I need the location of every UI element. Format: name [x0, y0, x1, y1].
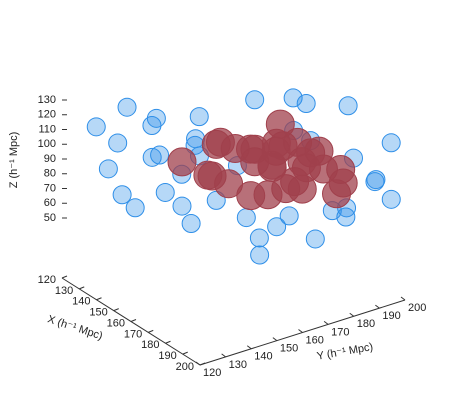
point: [150, 145, 170, 165]
z-tick-label: 130: [38, 94, 56, 106]
y-tick: [298, 329, 303, 333]
point: [220, 134, 250, 163]
point: [267, 217, 287, 237]
y-axis-label: Y (h⁻¹ Mpc): [316, 341, 374, 363]
x-tick: [61, 275, 68, 279]
point: [112, 185, 132, 205]
y-tick: [349, 312, 355, 317]
x-tick: [165, 340, 171, 344]
point: [117, 97, 137, 117]
y-tick-label: 180: [357, 318, 375, 330]
z-tick-label: 70: [44, 182, 56, 194]
point: [172, 196, 192, 216]
x-tick-label: 130: [55, 285, 73, 297]
y-tick-label: 140: [254, 351, 272, 363]
point: [155, 182, 175, 202]
z-tick-label: 80: [44, 168, 56, 180]
x-tick-label: 180: [141, 339, 159, 351]
x-tick-label: 140: [72, 296, 90, 308]
y-tick-label: 120: [203, 367, 221, 379]
y-tick: [375, 304, 380, 309]
z-tick-label: 60: [44, 197, 56, 209]
y-tick: [400, 296, 406, 301]
point: [98, 159, 118, 179]
x-tick-label: 190: [158, 350, 176, 362]
x-tick: [130, 319, 137, 322]
y-tick-label: 130: [229, 359, 247, 371]
z-axis-label: Z (h⁻¹ Mpc): [8, 132, 20, 189]
point: [214, 169, 244, 199]
x-tick: [148, 329, 154, 333]
point: [305, 229, 325, 249]
point: [381, 133, 401, 153]
x-tick-label: 150: [89, 307, 107, 319]
z-tick-label: 50: [44, 212, 56, 224]
y-tick: [246, 345, 252, 350]
x-tick-label: 160: [107, 317, 125, 329]
x-tick: [96, 297, 102, 301]
x-tick-label: 120: [38, 274, 56, 286]
point: [280, 167, 310, 197]
point: [365, 172, 385, 192]
x-tick-label: 170: [124, 328, 142, 340]
y-tick-label: 170: [331, 326, 349, 338]
z-tick-label: 100: [38, 138, 56, 150]
point: [142, 116, 162, 135]
point: [181, 214, 201, 233]
point: [189, 107, 209, 127]
x-tick: [182, 351, 188, 355]
point: [381, 189, 401, 209]
point: [261, 136, 291, 166]
x-tick: [199, 362, 206, 366]
x-tick-label: 200: [176, 361, 194, 373]
z-tick-label: 90: [44, 153, 56, 165]
y-tick: [221, 353, 226, 358]
point: [167, 147, 197, 177]
y-tick: [323, 320, 329, 325]
point: [328, 168, 358, 198]
y-tick-label: 150: [280, 343, 298, 355]
point: [142, 147, 162, 167]
point: [366, 170, 386, 190]
y-tick: [272, 337, 278, 342]
z-tick-label: 110: [38, 123, 56, 135]
point: [236, 208, 256, 228]
point: [338, 96, 358, 116]
x-tick: [79, 286, 85, 290]
y-tick-label: 190: [382, 310, 400, 322]
point: [86, 117, 106, 137]
x-tick: [113, 308, 119, 312]
z-tick-label: 120: [38, 109, 56, 121]
point: [296, 138, 326, 168]
y-tick: [195, 361, 201, 366]
point: [279, 206, 299, 226]
y-tick-label: 200: [408, 302, 426, 314]
point: [125, 198, 145, 218]
point: [249, 228, 269, 248]
point: [283, 88, 303, 108]
point: [245, 90, 265, 110]
point: [250, 245, 270, 265]
y-tick-label: 160: [306, 334, 324, 346]
point: [108, 133, 128, 153]
